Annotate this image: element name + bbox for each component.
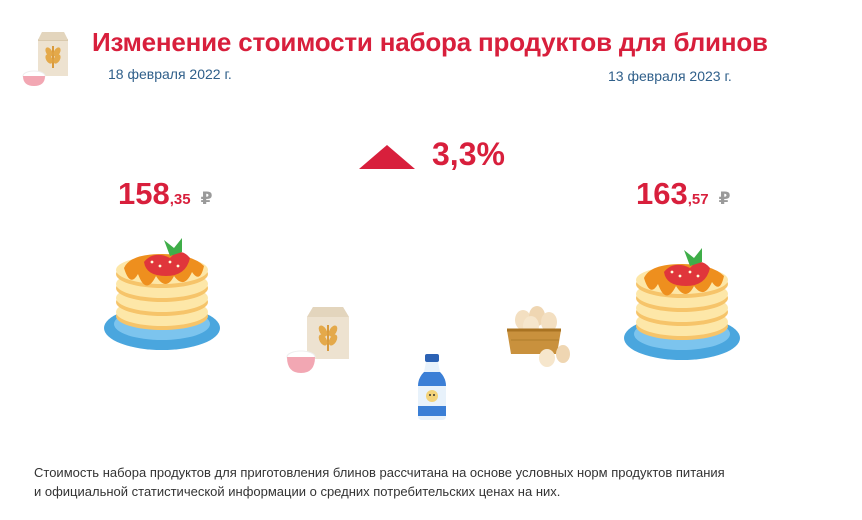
page-title: Изменение стоимости набора продуктов для… [92,27,768,57]
currency-right: ₽ [718,189,731,208]
price-left: 158,35 ₽ [118,176,212,212]
egg-basket-icon [507,306,570,367]
currency-left: ₽ [200,189,213,208]
date-left: 18 февраля 2022 г. [108,66,232,82]
up-triangle-icon [359,145,415,169]
price-right: 163,57 ₽ [636,176,730,212]
pancake-stack-icon [104,238,220,350]
footnote-line-1: Стоимость набора продуктов для приготовл… [34,465,725,480]
footnote-line-2: и официальной статистической информации … [34,484,561,499]
price-left-integer: 158 [118,176,170,211]
date-right: 13 февраля 2023 г. [608,68,732,84]
flour-bag-icon [22,32,68,86]
flour-bag-icon [286,307,349,373]
milk-bottle-icon [418,354,446,420]
price-left-fraction: ,35 [169,191,191,208]
change-percent: 3,3% [432,136,505,172]
price-right-fraction: ,57 [687,191,709,208]
pancake-stack-icon [624,248,740,360]
footnote: Стоимость набора продуктов для приготовл… [34,463,834,501]
price-right-integer: 163 [636,176,688,211]
